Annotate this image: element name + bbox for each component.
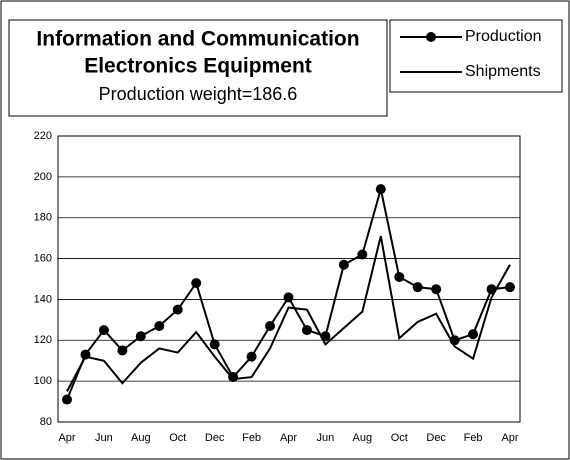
- x-tick-label: Aug: [131, 432, 151, 444]
- y-tick-label: 220: [34, 130, 52, 142]
- x-tick-label: Apr: [58, 432, 75, 444]
- x-tick-label: Feb: [242, 432, 261, 444]
- point: [191, 278, 202, 289]
- point: [154, 320, 165, 331]
- point: [62, 394, 72, 405]
- point: [98, 325, 109, 336]
- chart-title: Electronics Equipment: [84, 55, 312, 78]
- point: [117, 345, 128, 356]
- point: [412, 282, 423, 293]
- y-tick-label: 120: [34, 334, 52, 346]
- y-tick-label: 80: [40, 416, 52, 428]
- point: [468, 329, 479, 340]
- point: [265, 320, 276, 331]
- x-tick-label: Apr: [280, 432, 297, 444]
- series-line: [66, 235, 511, 392]
- title-box: [8, 19, 388, 117]
- point: [338, 259, 349, 270]
- point: [209, 339, 220, 350]
- x-tick-label: Oct: [391, 432, 408, 444]
- point: [394, 271, 405, 282]
- legend-label: Production: [465, 28, 542, 45]
- x-tick-label: Jun: [95, 432, 113, 444]
- x-tick-label: Feb: [464, 432, 483, 444]
- x-tick-label: Jun: [317, 432, 335, 444]
- point: [246, 351, 257, 362]
- x-tick-label: Dec: [426, 432, 446, 444]
- point: [431, 284, 442, 295]
- chart-subtitle: Production weight=186.6: [99, 84, 298, 104]
- x-tick-label: Apr: [501, 432, 518, 444]
- x-tick-label: Oct: [169, 432, 186, 444]
- legend-marker: [426, 32, 436, 42]
- y-tick-label: 100: [34, 375, 52, 387]
- y-tick-label: 200: [34, 171, 52, 183]
- point: [283, 292, 294, 303]
- point: [172, 304, 183, 315]
- point: [301, 325, 312, 336]
- point: [135, 331, 146, 342]
- chart-title: Information and Communication: [36, 28, 359, 51]
- legend-box: [389, 19, 563, 93]
- legend-label: Shipments: [465, 63, 541, 80]
- y-tick-label: 180: [34, 212, 52, 224]
- y-tick-label: 160: [34, 252, 52, 264]
- y-tick-label: 140: [34, 293, 52, 305]
- x-tick-label: Dec: [205, 432, 225, 444]
- x-tick-label: Aug: [353, 432, 373, 444]
- point: [375, 184, 386, 195]
- point: [357, 249, 368, 260]
- point: [505, 282, 515, 293]
- plot-area: [57, 135, 521, 423]
